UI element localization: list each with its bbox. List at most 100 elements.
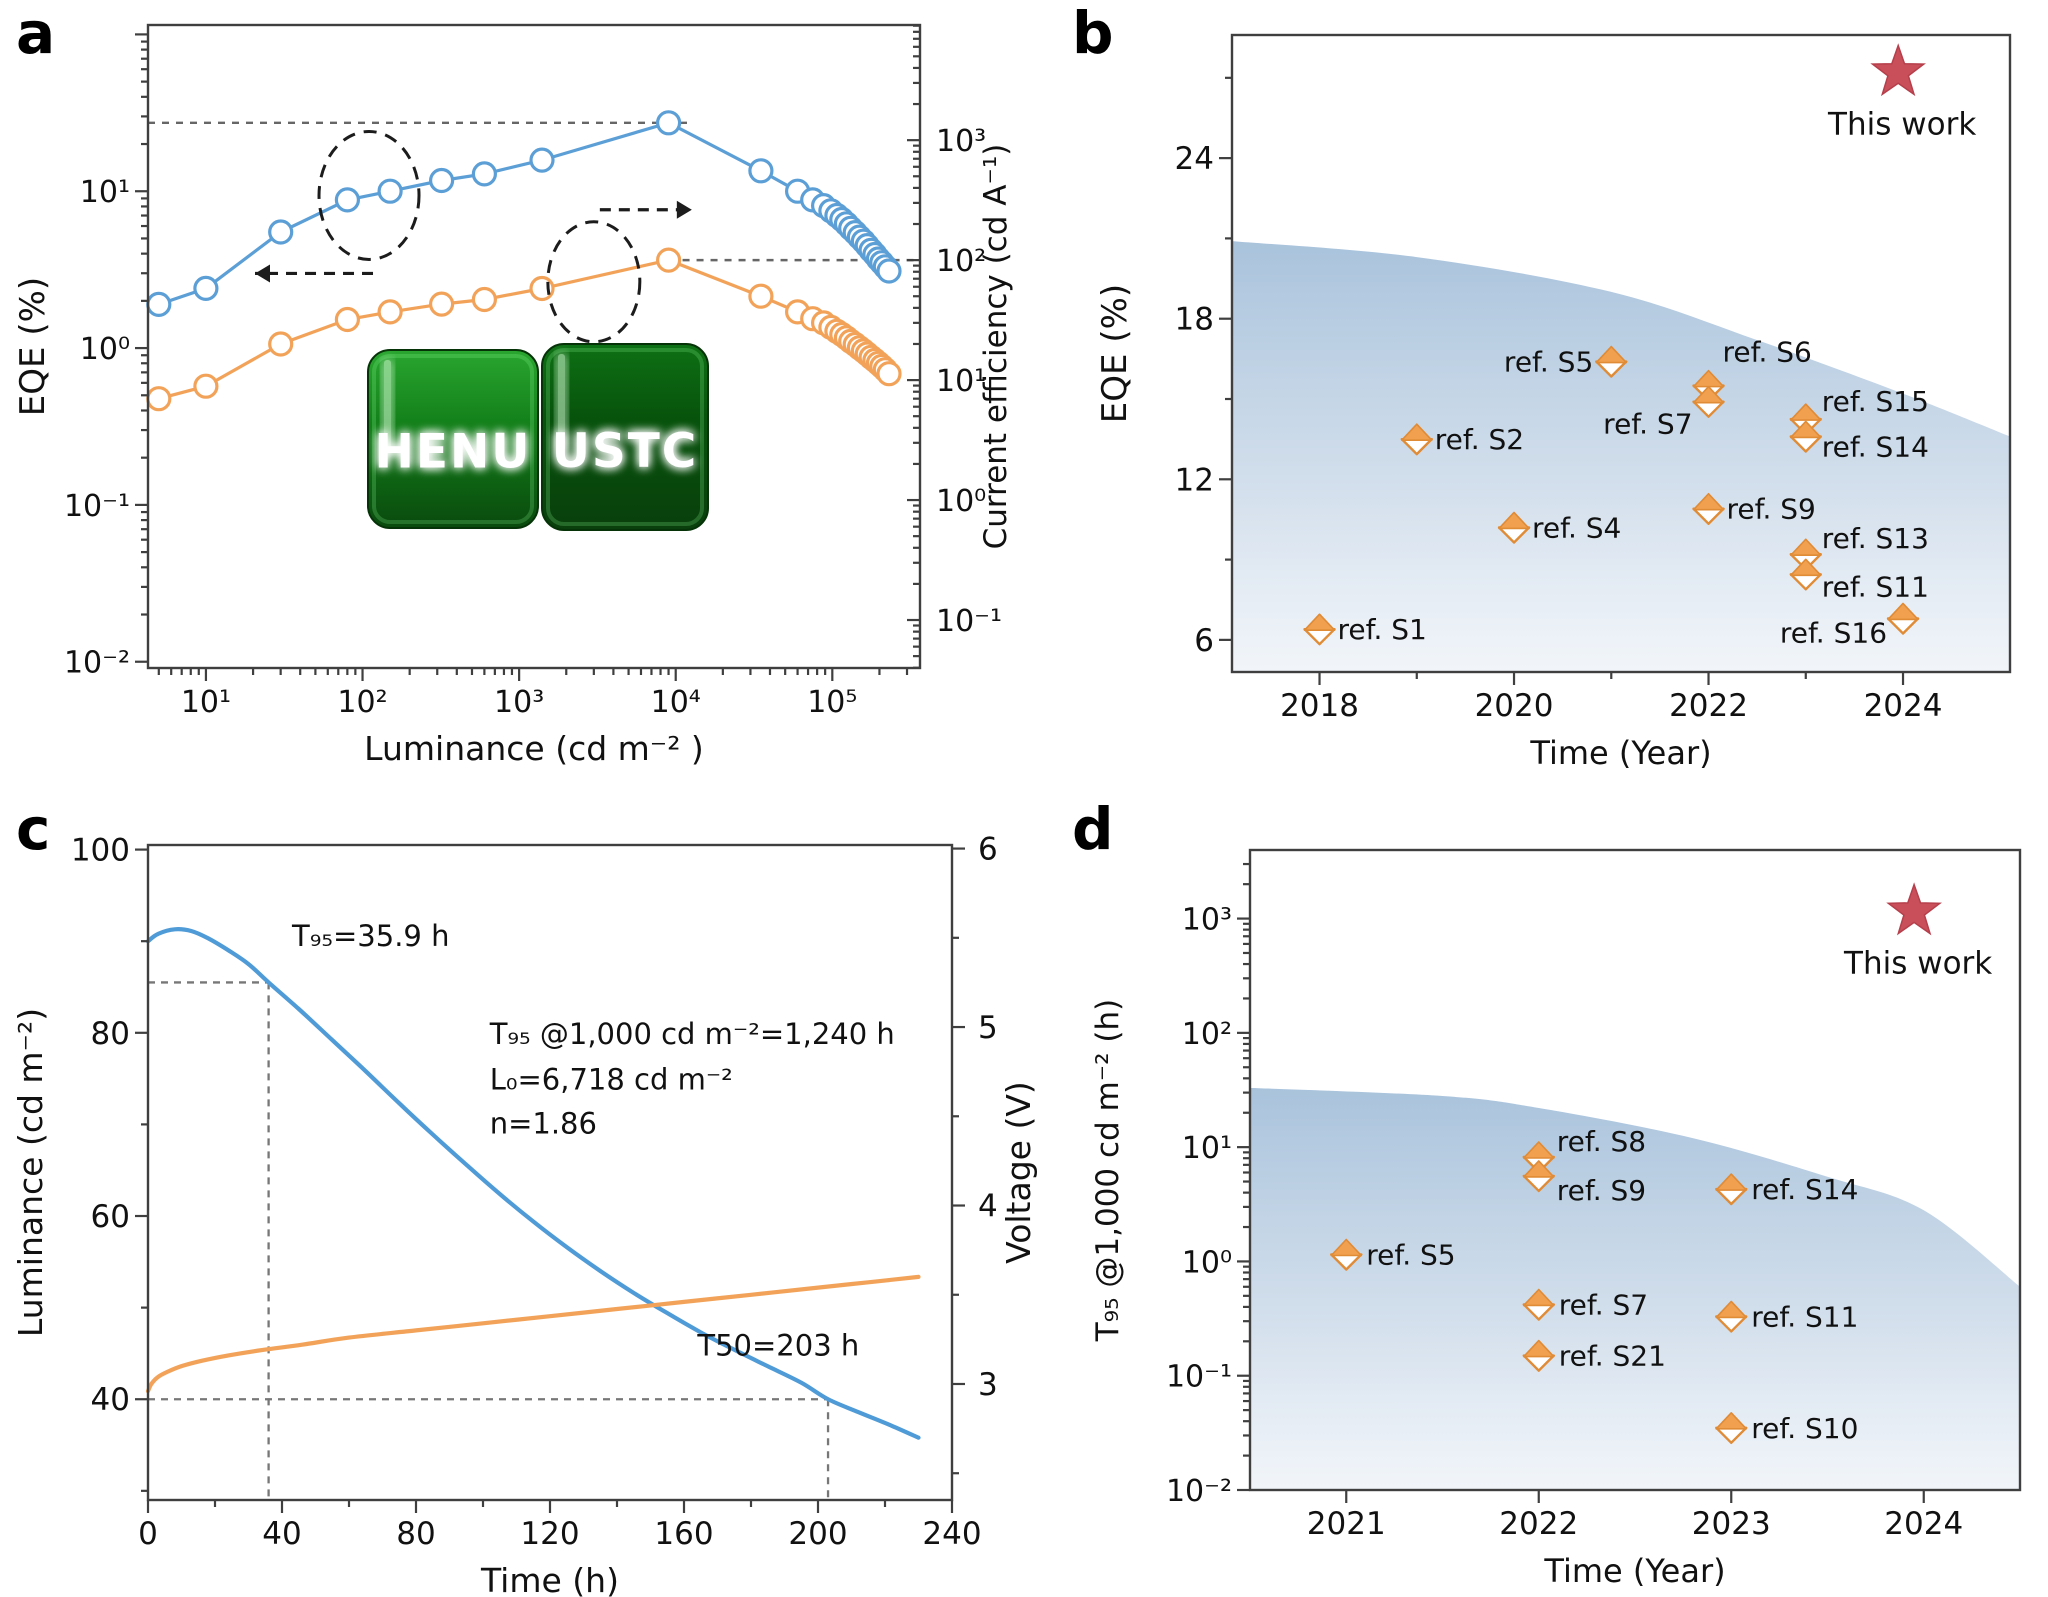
y-right-tick-label: 10¹ bbox=[936, 364, 986, 399]
x-tick-label: 2023 bbox=[1692, 1506, 1771, 1542]
ref-diamond-marker bbox=[1692, 385, 1725, 418]
ref-label: ref. S16 bbox=[1780, 616, 1887, 649]
left-axis-ellipse bbox=[317, 129, 421, 261]
series-luminance bbox=[145, 927, 921, 1440]
ref-diamond-marker bbox=[1522, 1288, 1555, 1321]
y-tick-label: 18 bbox=[1175, 302, 1214, 338]
data-point bbox=[529, 275, 555, 302]
highlight-this-work: This work bbox=[1827, 43, 1976, 142]
y-left-tick-label: 40 bbox=[91, 1382, 130, 1418]
panel-a-eqe-vs-luminance-chart: HENU USTC 10¹ 10² 10³ 10⁴ 10⁵ 10⁻² 10⁻¹ 10⁰ 10¹ 10⁻… bbox=[13, 23, 1014, 768]
axes: 10¹ 10² 10³ 10⁴ 10⁵ 10⁻² 10⁻¹ 10⁰ 10¹ 10⁻¹ 10⁰ 10¹ 1… bbox=[13, 23, 1014, 768]
data-point bbox=[655, 110, 682, 136]
y-right-tick-label: 10⁻¹ bbox=[936, 604, 1002, 639]
ref-label: ref. S21 bbox=[1559, 1340, 1666, 1373]
data-point bbox=[377, 299, 403, 325]
ref-label: ref. S7 bbox=[1559, 1288, 1648, 1321]
data-point bbox=[146, 386, 172, 412]
y-right-tick-label: 6 bbox=[978, 832, 998, 868]
panel-c-plot: T₉₅=35.9 h T₉₅ @1,000 cd m⁻²=1,240 h L₀=6,… bbox=[11, 832, 1038, 1597]
ref-label: ref. S1 bbox=[1338, 613, 1427, 646]
inset-device-photos: HENU USTC bbox=[367, 343, 709, 531]
ref-diamond-marker bbox=[1886, 602, 1920, 635]
y-axis-title: EQE (%) bbox=[1095, 284, 1135, 423]
ref-diamond-marker bbox=[1715, 1300, 1748, 1333]
x-axis-title: Time (Year) bbox=[1543, 1552, 1725, 1590]
data-point bbox=[268, 219, 294, 245]
ref-diamond-marker bbox=[1497, 511, 1531, 544]
y-right-tick-label: 10² bbox=[936, 244, 986, 279]
data-point bbox=[876, 258, 902, 284]
y-tick-label: 10⁰ bbox=[1182, 1245, 1232, 1280]
ref-diamond-marker bbox=[1692, 492, 1725, 525]
plot-frame bbox=[146, 23, 922, 670]
ref-diamond-marker bbox=[1715, 1173, 1748, 1206]
x-tick-label: 2022 bbox=[1499, 1506, 1578, 1542]
series-current-efficiency bbox=[146, 247, 902, 412]
x-tick-label: 10⁵ bbox=[807, 685, 857, 720]
y-tick-label: 10⁻² bbox=[1166, 1474, 1232, 1509]
data-point bbox=[377, 178, 403, 204]
ref-label: ref. S2 bbox=[1435, 423, 1524, 456]
reference-points: ref. S1 ref. S2 ref. S4 ref. S5 ref. S6 ref. … bbox=[1303, 336, 1929, 649]
data-point bbox=[146, 291, 172, 317]
panel-d-t95-vs-year-chart: ref. S5 ref. S8 ref. S9 ref. S7 ref. S21 ref.… bbox=[1090, 848, 2022, 1590]
x-tick-label: 2024 bbox=[1864, 688, 1943, 724]
ref-label: ref. S5 bbox=[1504, 346, 1593, 379]
panel-c-lifetime-chart: T₉₅=35.9 h T₉₅ @1,000 cd m⁻²=1,240 h L₀=6,… bbox=[11, 832, 1038, 1597]
ref-diamond-marker bbox=[1789, 558, 1822, 591]
annotation-text: n=1.86 bbox=[490, 1107, 597, 1141]
data-point bbox=[529, 147, 555, 173]
panel-label-a: a bbox=[16, 0, 56, 67]
ref-label: ref. S15 bbox=[1822, 385, 1929, 418]
axis-pointer-annotations bbox=[255, 129, 692, 344]
y-right-tick-label: 3 bbox=[978, 1367, 998, 1403]
panel-d-plot: ref. S5 ref. S8 ref. S9 ref. S7 ref. S21 ref.… bbox=[1090, 848, 2022, 1590]
x-tick-label: 240 bbox=[922, 1516, 981, 1552]
annotation-text: T₉₅=35.9 h bbox=[291, 919, 449, 953]
this-work-label: This work bbox=[1843, 946, 1992, 982]
x-tick-label: 40 bbox=[262, 1516, 301, 1552]
y-left-tick-label: 10⁻² bbox=[64, 646, 130, 681]
data-point bbox=[748, 283, 774, 309]
ref-label: ref. S14 bbox=[1751, 1173, 1858, 1206]
data-point bbox=[876, 361, 902, 387]
y-right-axis-title: Current efficiency (cd A⁻¹) bbox=[978, 144, 1014, 550]
ref-label: ref. S4 bbox=[1532, 511, 1621, 544]
y-left-tick-label: 10⁰ bbox=[80, 332, 130, 367]
x-axis-title: Luminance (cd m⁻² ) bbox=[364, 729, 704, 768]
ref-label: ref. S5 bbox=[1366, 1238, 1455, 1271]
inset-henu: HENU bbox=[367, 349, 539, 529]
ref-diamond-marker bbox=[1400, 423, 1433, 456]
y-left-tick-label: 60 bbox=[91, 1199, 130, 1235]
ref-label: ref. S6 bbox=[1723, 336, 1812, 369]
y-right-tick-label: 4 bbox=[978, 1189, 998, 1225]
ref-label: ref. S14 bbox=[1822, 430, 1929, 463]
y-left-axis-title: EQE (%) bbox=[13, 277, 53, 416]
y-tick-label: 6 bbox=[1194, 623, 1214, 659]
x-axis-title: Time (h) bbox=[480, 1561, 619, 1597]
y-left-tick-label: 10¹ bbox=[80, 175, 130, 210]
device-photo bbox=[367, 349, 539, 529]
data-point bbox=[748, 158, 774, 184]
ref-label: ref. S11 bbox=[1822, 570, 1929, 603]
data-point bbox=[471, 161, 497, 187]
ref-diamond-marker bbox=[1715, 1412, 1748, 1445]
device-photo-text: HENU bbox=[375, 424, 532, 479]
annotation-text: L₀=6,718 cd m⁻² bbox=[490, 1063, 733, 1097]
y-left-axis-title: Luminance (cd m⁻²) bbox=[11, 1008, 50, 1337]
x-tick-label: 0 bbox=[138, 1516, 158, 1552]
y-tick-label: 24 bbox=[1175, 141, 1214, 177]
data-point bbox=[471, 286, 497, 313]
ref-diamond-marker bbox=[1303, 613, 1336, 646]
x-tick-label: 200 bbox=[788, 1516, 847, 1552]
ref-label: ref. S8 bbox=[1557, 1125, 1646, 1158]
data-point bbox=[655, 247, 682, 273]
this-work-star bbox=[1886, 882, 1942, 936]
x-tick-label: 160 bbox=[654, 1516, 713, 1552]
highlight-this-work: This work bbox=[1843, 882, 1992, 982]
series-voltage bbox=[145, 1274, 921, 1394]
y-left-tick-label: 10⁻¹ bbox=[64, 489, 130, 524]
panel-b-eqe-vs-year-chart: ref. S1 ref. S2 ref. S4 ref. S5 ref. S6 ref. … bbox=[1095, 33, 2012, 772]
